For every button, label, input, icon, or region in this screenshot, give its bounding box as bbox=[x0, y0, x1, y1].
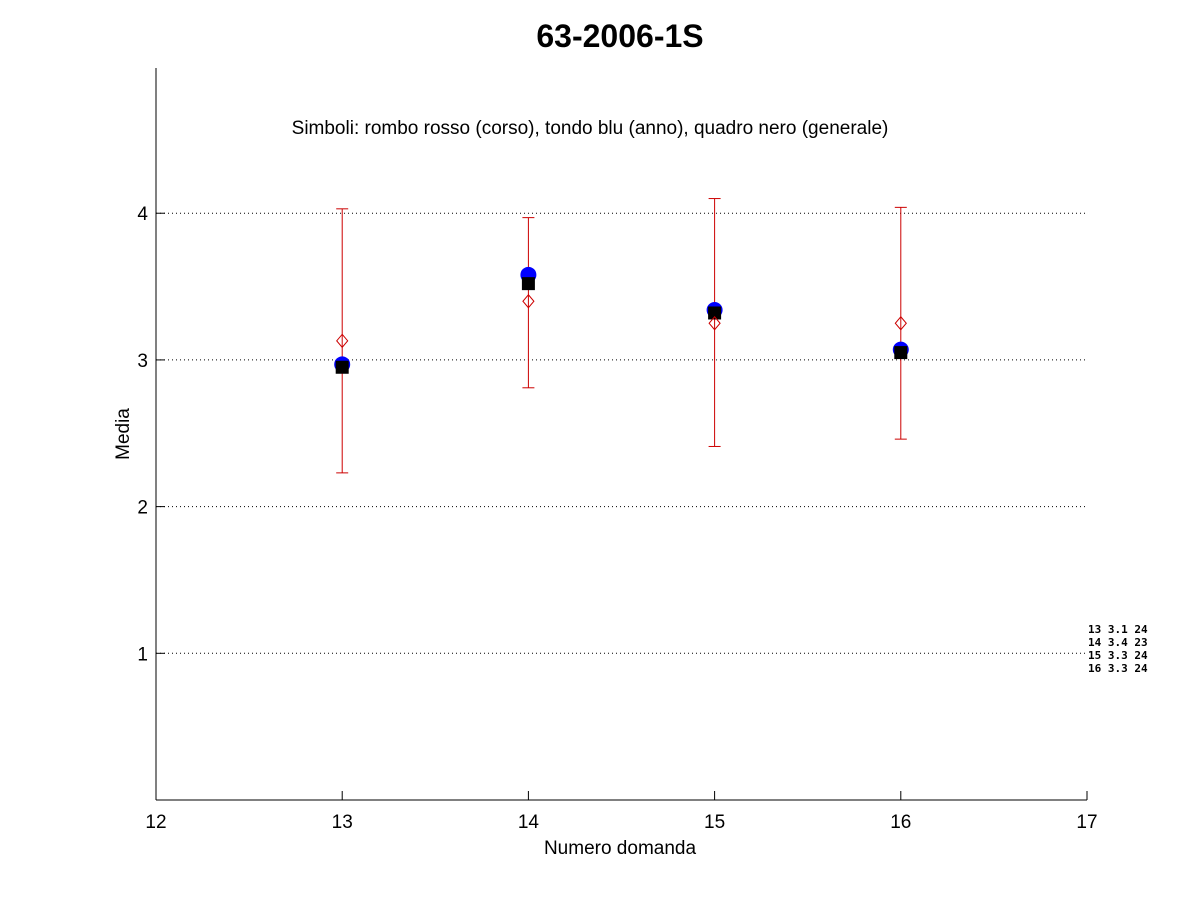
side-table-row: 15 3.3 24 bbox=[1088, 649, 1148, 662]
y-tick-label: 1 bbox=[137, 644, 148, 665]
data-marks bbox=[334, 198, 909, 474]
black-square-point bbox=[894, 346, 908, 360]
red-diamond-point bbox=[336, 333, 349, 349]
error-bar bbox=[708, 198, 721, 447]
x-tick-label: 14 bbox=[518, 812, 540, 833]
y-tick-label: 2 bbox=[137, 498, 148, 519]
x-tick-label: 15 bbox=[704, 812, 725, 833]
black-square-point bbox=[708, 306, 722, 320]
side-table-row: 13 3.1 24 bbox=[1088, 623, 1148, 636]
side-table-row: 16 3.3 24 bbox=[1088, 662, 1148, 675]
black-square-point bbox=[335, 360, 349, 374]
black-square-point bbox=[521, 277, 535, 291]
y-tick-label: 3 bbox=[137, 351, 148, 372]
chart-title: 63-2006-1S bbox=[536, 18, 703, 54]
red-diamond-point bbox=[894, 315, 907, 331]
x-tick-label: 17 bbox=[1076, 812, 1097, 833]
error-bar bbox=[336, 208, 349, 474]
grid-lines bbox=[156, 212, 1087, 654]
red-diamond-point bbox=[708, 315, 721, 331]
y-tick-labels: 1 2 3 4 bbox=[137, 204, 148, 665]
error-bar bbox=[894, 206, 907, 440]
error-bar bbox=[522, 217, 535, 389]
x-axis-label: Numero domanda bbox=[544, 838, 697, 859]
legend-note: Simboli: rombo rosso (corso), tondo blu … bbox=[292, 118, 889, 139]
y-axis-label: Media bbox=[113, 408, 134, 460]
x-tick-labels: 12 13 14 15 16 17 bbox=[145, 812, 1097, 833]
y-tick-label: 4 bbox=[137, 204, 148, 225]
x-tick-label: 13 bbox=[332, 812, 353, 833]
axes bbox=[155, 68, 1088, 801]
side-table-row: 14 3.4 23 bbox=[1088, 636, 1148, 649]
x-tick-label: 16 bbox=[890, 812, 911, 833]
x-tick-label: 12 bbox=[145, 812, 166, 833]
red-diamond-point bbox=[522, 293, 535, 309]
